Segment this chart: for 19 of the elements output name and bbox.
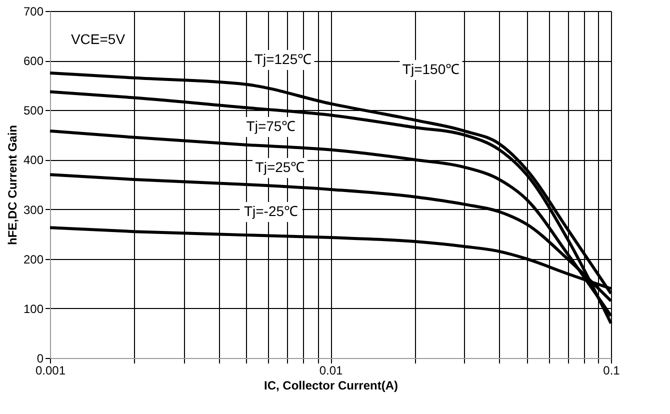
y-tick-label: 300 [23,202,44,217]
x-tick-label: 0.01 [319,364,343,378]
x-tick-label: 0.001 [35,364,66,378]
annotation: Tj=25℃ [255,159,305,175]
annotation: Tj=75℃ [246,118,296,134]
y-axis-title: hFE,DC Current Gain [5,124,20,246]
x-axis-title: IC, Collector Current(A) [264,378,398,392]
annotation: VCE=5V [70,31,126,47]
y-tick-label: 600 [23,54,44,68]
y-tick-label: 200 [23,252,44,266]
annotation: Tj=125℃ [254,51,312,67]
y-tick-label: 500 [23,104,44,118]
annotation: Tj=-25℃ [244,203,298,219]
y-tick-label: 400 [23,153,44,168]
annotation: Tj=150℃ [402,61,460,77]
y-tick-label: 0 [36,352,44,366]
y-tick-label: 100 [23,302,44,316]
x-tick-label: 0.1 [603,364,620,378]
y-tick-label: 700 [23,4,44,18]
